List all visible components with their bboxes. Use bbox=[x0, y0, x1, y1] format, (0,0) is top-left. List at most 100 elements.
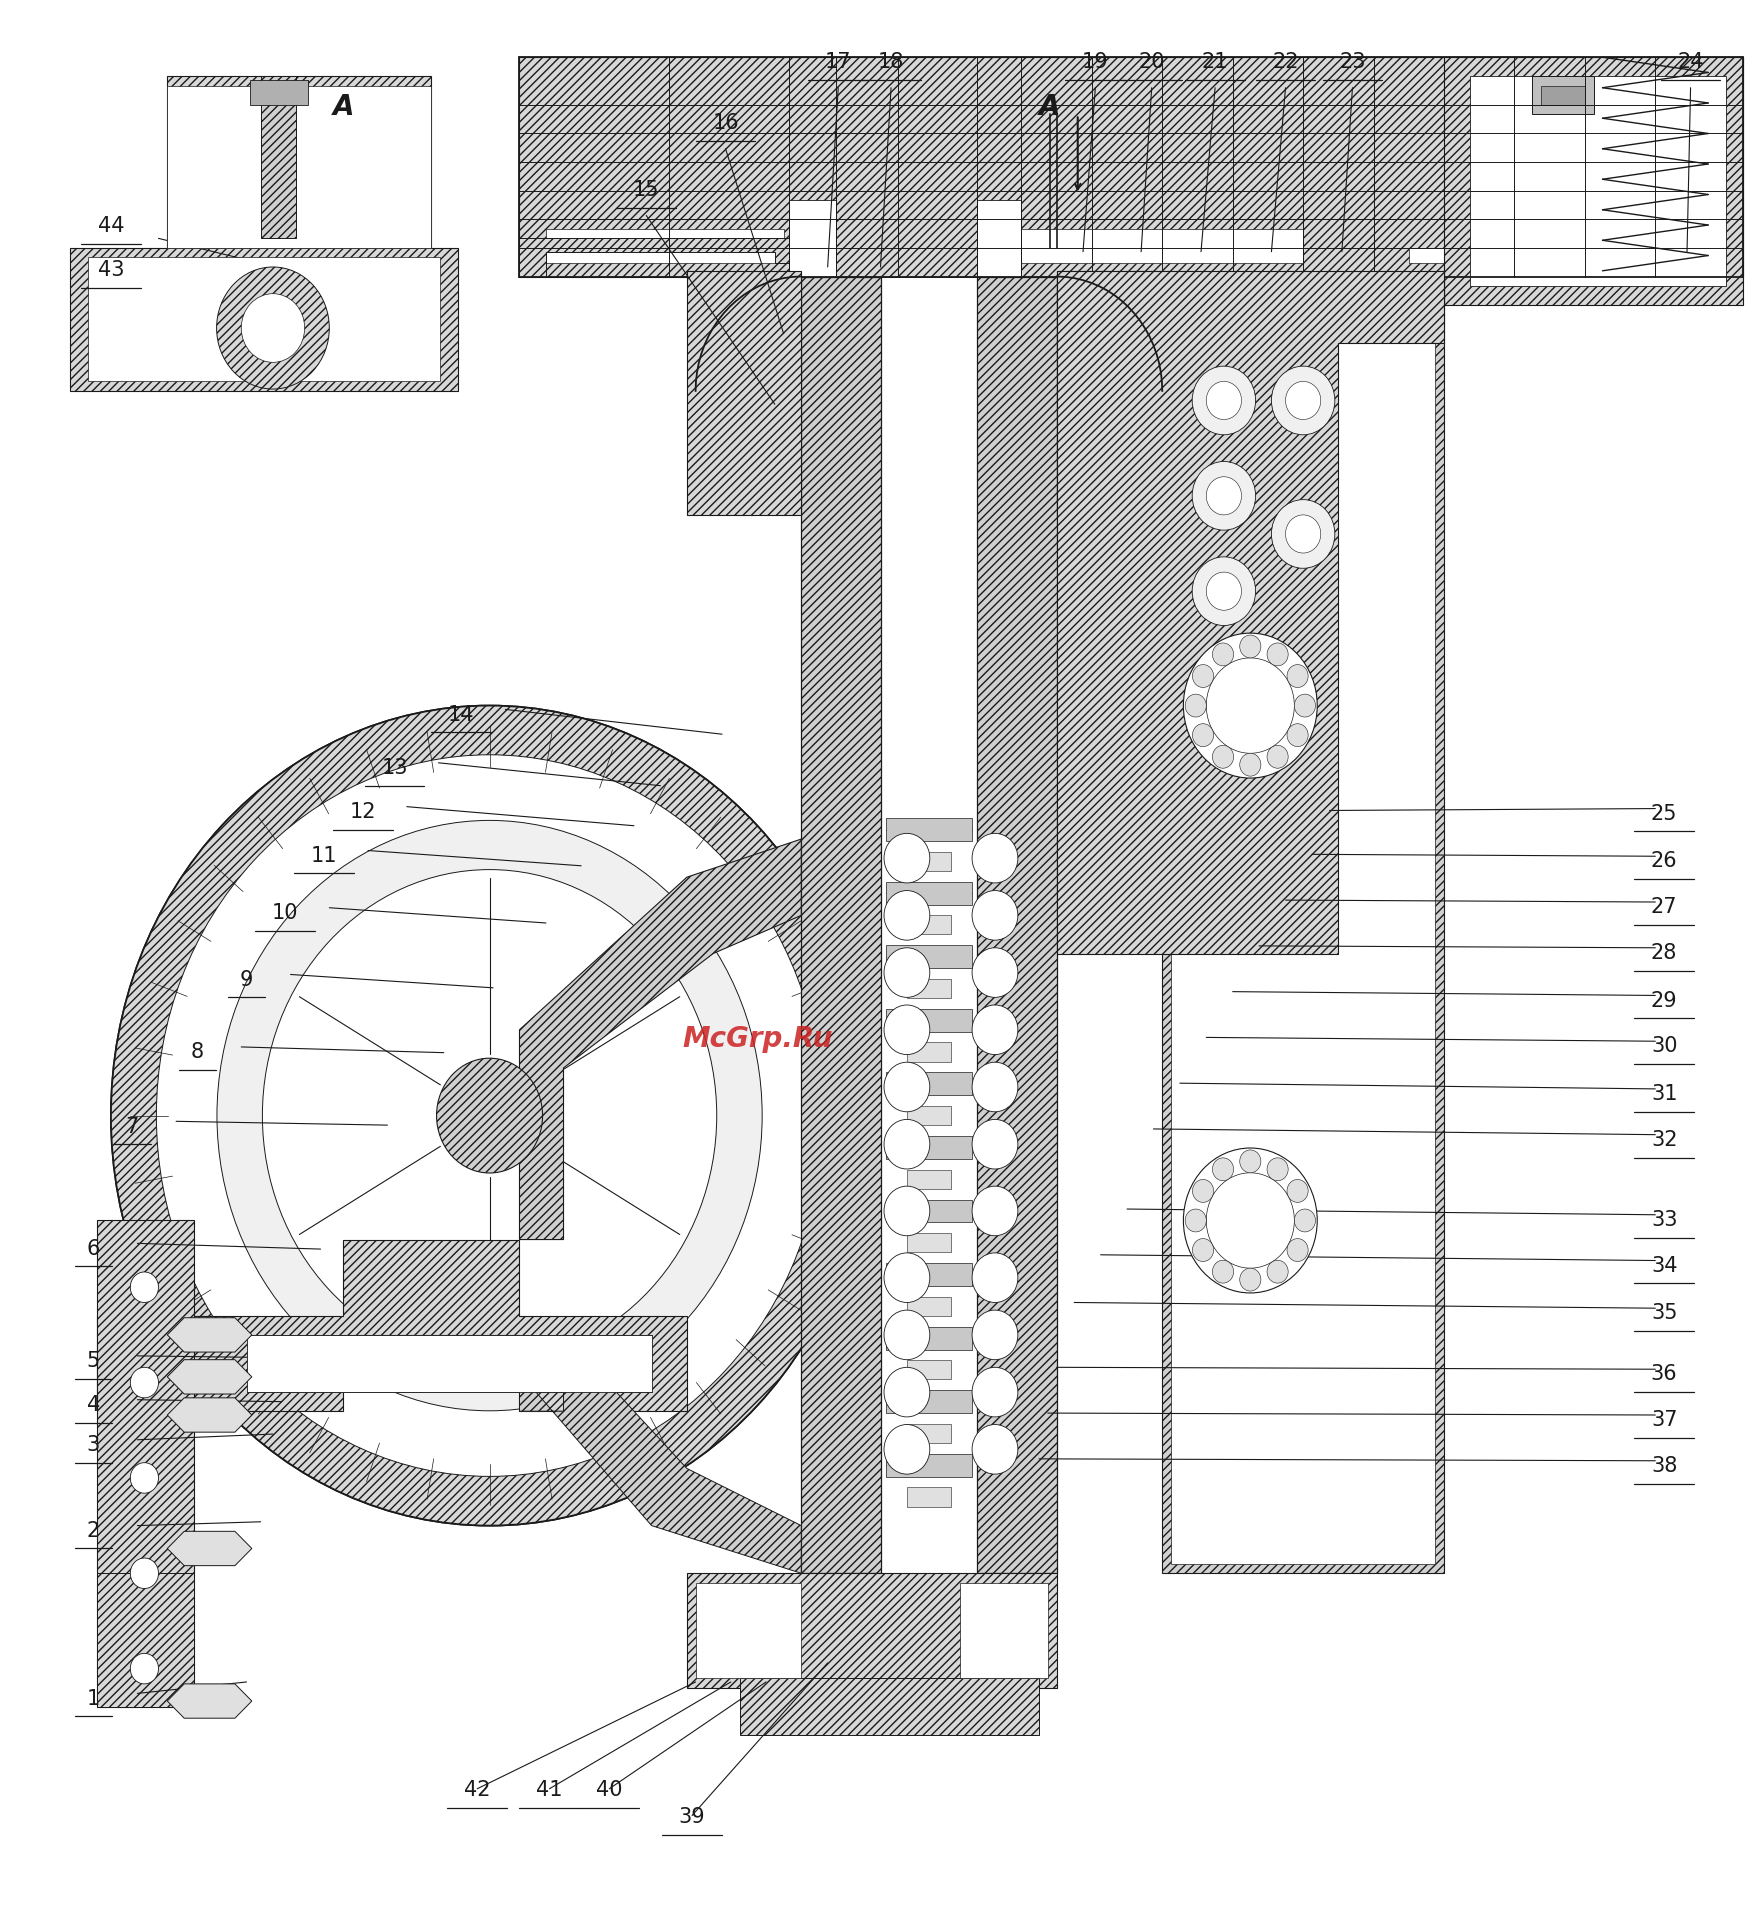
Circle shape bbox=[1192, 723, 1213, 746]
Text: 25: 25 bbox=[1650, 805, 1678, 824]
Circle shape bbox=[1266, 643, 1287, 666]
Circle shape bbox=[130, 1272, 158, 1302]
Circle shape bbox=[217, 267, 329, 389]
Text: 42: 42 bbox=[463, 1781, 491, 1800]
Polygon shape bbox=[907, 1425, 951, 1444]
Circle shape bbox=[1240, 635, 1261, 658]
Text: 3: 3 bbox=[86, 1436, 100, 1455]
Circle shape bbox=[1294, 1209, 1315, 1232]
Text: A: A bbox=[333, 93, 354, 120]
Polygon shape bbox=[519, 57, 1743, 277]
Circle shape bbox=[884, 1253, 930, 1302]
Text: 38: 38 bbox=[1652, 1457, 1676, 1476]
Text: 21: 21 bbox=[1201, 53, 1229, 72]
Polygon shape bbox=[1409, 248, 1514, 263]
Circle shape bbox=[1240, 753, 1261, 776]
Circle shape bbox=[1294, 694, 1315, 717]
Circle shape bbox=[1266, 1158, 1287, 1180]
Circle shape bbox=[884, 1005, 930, 1055]
Circle shape bbox=[884, 891, 930, 940]
Text: 35: 35 bbox=[1650, 1304, 1678, 1323]
Polygon shape bbox=[687, 271, 801, 515]
Circle shape bbox=[1266, 746, 1287, 769]
Text: McGrp.Ru: McGrp.Ru bbox=[682, 1026, 833, 1053]
Circle shape bbox=[972, 1425, 1018, 1474]
Text: 31: 31 bbox=[1650, 1085, 1678, 1104]
Polygon shape bbox=[801, 277, 880, 1573]
Text: 20: 20 bbox=[1138, 53, 1166, 72]
Circle shape bbox=[972, 1253, 1018, 1302]
Text: A: A bbox=[1039, 93, 1060, 120]
Polygon shape bbox=[907, 1360, 951, 1379]
Polygon shape bbox=[261, 76, 296, 238]
Circle shape bbox=[1271, 366, 1335, 435]
Text: 15: 15 bbox=[632, 181, 660, 200]
Circle shape bbox=[972, 891, 1018, 940]
Circle shape bbox=[1240, 1268, 1261, 1291]
Circle shape bbox=[262, 870, 717, 1362]
Text: 17: 17 bbox=[824, 53, 852, 72]
Text: 33: 33 bbox=[1650, 1211, 1678, 1230]
Circle shape bbox=[1287, 1179, 1308, 1203]
Polygon shape bbox=[977, 200, 1021, 277]
Circle shape bbox=[884, 948, 930, 997]
Polygon shape bbox=[907, 1297, 951, 1316]
Text: 44: 44 bbox=[97, 217, 125, 236]
Circle shape bbox=[111, 706, 868, 1526]
Polygon shape bbox=[886, 1009, 972, 1032]
Circle shape bbox=[1212, 643, 1233, 666]
Polygon shape bbox=[907, 1043, 951, 1062]
Circle shape bbox=[972, 1367, 1018, 1417]
Polygon shape bbox=[886, 1453, 972, 1476]
Circle shape bbox=[130, 1653, 158, 1684]
Text: 24: 24 bbox=[1676, 53, 1705, 72]
Text: 37: 37 bbox=[1650, 1411, 1678, 1430]
Circle shape bbox=[972, 1310, 1018, 1360]
Text: 34: 34 bbox=[1650, 1257, 1678, 1276]
Polygon shape bbox=[740, 1678, 1039, 1735]
Circle shape bbox=[1192, 1179, 1213, 1203]
Circle shape bbox=[1206, 477, 1242, 515]
Circle shape bbox=[1271, 500, 1335, 568]
Circle shape bbox=[1192, 366, 1256, 435]
Circle shape bbox=[884, 833, 930, 883]
Polygon shape bbox=[907, 915, 951, 934]
Polygon shape bbox=[167, 1684, 252, 1718]
Circle shape bbox=[972, 1186, 1018, 1236]
Text: 32: 32 bbox=[1650, 1131, 1678, 1150]
Circle shape bbox=[884, 1186, 930, 1236]
Text: 14: 14 bbox=[447, 706, 475, 725]
Polygon shape bbox=[1470, 76, 1726, 286]
Circle shape bbox=[130, 1558, 158, 1589]
Circle shape bbox=[1206, 572, 1242, 610]
Polygon shape bbox=[886, 881, 972, 904]
Text: 6: 6 bbox=[86, 1240, 100, 1259]
Polygon shape bbox=[167, 1398, 252, 1432]
Circle shape bbox=[884, 1367, 930, 1417]
Polygon shape bbox=[789, 200, 836, 277]
Circle shape bbox=[1212, 1158, 1233, 1180]
Polygon shape bbox=[687, 1573, 1057, 1688]
Circle shape bbox=[111, 706, 868, 1526]
Polygon shape bbox=[907, 852, 951, 871]
Polygon shape bbox=[1162, 277, 1444, 1573]
Polygon shape bbox=[519, 1335, 801, 1573]
Polygon shape bbox=[519, 839, 801, 1240]
Circle shape bbox=[1192, 557, 1256, 625]
Circle shape bbox=[1287, 666, 1308, 688]
Circle shape bbox=[884, 1425, 930, 1474]
Polygon shape bbox=[519, 238, 789, 277]
Circle shape bbox=[1286, 515, 1321, 553]
Bar bbox=[1541, 86, 1585, 105]
Polygon shape bbox=[97, 1220, 194, 1707]
Polygon shape bbox=[886, 1072, 972, 1095]
Polygon shape bbox=[907, 1487, 951, 1507]
Polygon shape bbox=[1004, 229, 1303, 263]
Circle shape bbox=[1206, 381, 1242, 420]
Circle shape bbox=[1183, 1148, 1317, 1293]
Circle shape bbox=[1206, 658, 1294, 753]
Polygon shape bbox=[886, 1200, 972, 1222]
Polygon shape bbox=[97, 1573, 194, 1707]
Circle shape bbox=[884, 1310, 930, 1360]
Circle shape bbox=[1192, 666, 1213, 688]
